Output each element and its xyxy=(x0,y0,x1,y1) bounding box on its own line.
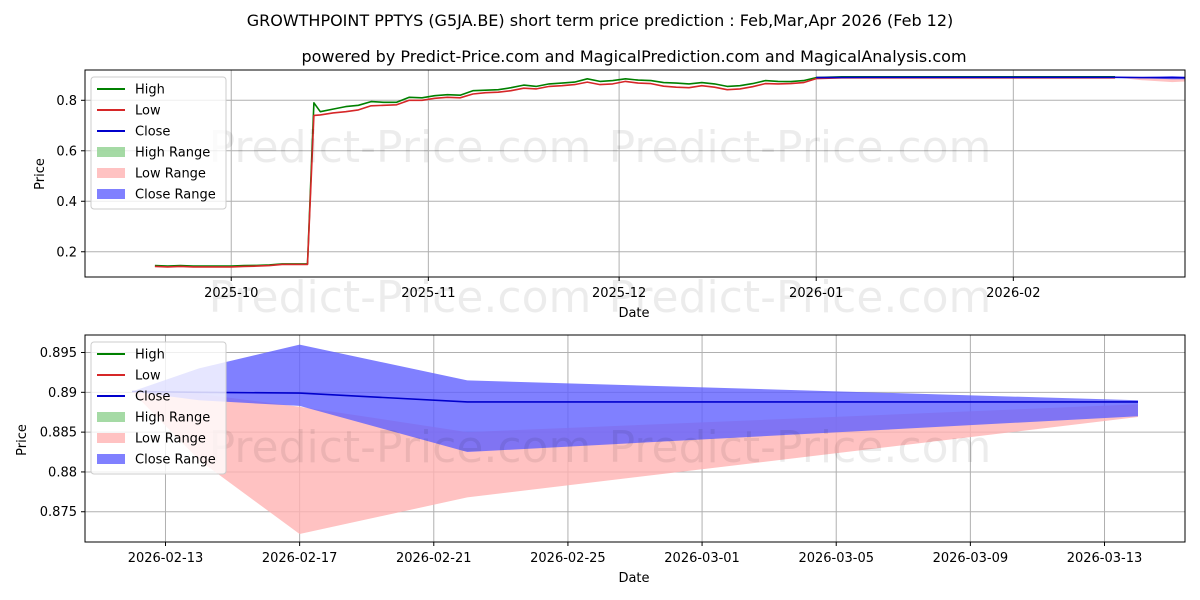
close-range-legend-label: Close Range xyxy=(135,188,216,203)
top-legend: High Low Close High Range Low Range Close Ran… xyxy=(90,76,227,210)
y-tick-label: 0.6 xyxy=(56,144,77,159)
close-range-legend-swatch xyxy=(97,454,125,464)
x-tick-label: 2026-03-13 xyxy=(1067,551,1143,566)
x-tick-label: 2025-12 xyxy=(592,286,646,301)
top-plot-frame xyxy=(84,69,1186,278)
chart-subtitle: powered by Predict-Price.com and Magical… xyxy=(301,47,966,66)
bottom-y-axis-label: Price xyxy=(15,424,30,456)
x-tick-label: 2026-02 xyxy=(986,286,1040,301)
bottom-chart: Predict-Price.com Predict-Price.com 2026… xyxy=(15,334,1186,586)
top-series-lines xyxy=(154,76,1185,268)
low-range-legend-swatch xyxy=(97,433,125,443)
watermark: Predict-Price.com xyxy=(609,122,992,173)
bottom-x-axis-label: Date xyxy=(618,571,649,586)
low-legend-label: Low xyxy=(135,369,161,384)
top-chart: Predict-Price.com Predict-Price.com Pred… xyxy=(33,69,1186,323)
x-tick-label: 2026-02-17 xyxy=(262,551,338,566)
y-tick-label: 0.4 xyxy=(56,195,77,210)
high-range-legend-label: High Range xyxy=(135,146,210,161)
close-range-legend-label: Close Range xyxy=(135,453,216,468)
x-tick-label: 2025-10 xyxy=(204,286,258,301)
y-tick-label: 0.2 xyxy=(56,245,77,260)
x-tick-label: 2026-03-09 xyxy=(933,551,1009,566)
high-range-legend-swatch xyxy=(97,147,125,157)
y-tick-label: 0.88 xyxy=(48,465,77,480)
low-legend-label: Low xyxy=(135,104,161,119)
close-range-band xyxy=(132,344,1138,452)
watermark: Predict-Price.com xyxy=(209,122,592,173)
y-tick-label: 0.885 xyxy=(40,426,77,441)
watermark: Predict-Price.com xyxy=(209,272,592,323)
watermark: Predict-Price.com xyxy=(609,422,992,473)
close-range-legend-swatch xyxy=(97,189,125,199)
top-y-axis-label: Price xyxy=(33,158,48,190)
top-y-ticks: 0.2 0.4 0.6 0.8 xyxy=(56,94,85,260)
low-range-legend-label: Low Range xyxy=(135,432,206,447)
watermark: Predict-Price.com xyxy=(609,272,992,323)
x-tick-label: 2026-03-05 xyxy=(798,551,874,566)
y-tick-label: 0.895 xyxy=(40,346,77,361)
low-range-legend-label: Low Range xyxy=(135,167,206,182)
y-tick-label: 0.875 xyxy=(40,505,77,520)
y-tick-label: 0.89 xyxy=(48,386,77,401)
high-range-legend-label: High Range xyxy=(135,411,210,426)
top-plot-area xyxy=(85,70,1185,277)
watermark: Predict-Price.com xyxy=(209,422,592,473)
x-tick-label: 2026-02-21 xyxy=(396,551,472,566)
low-range-legend-swatch xyxy=(97,168,125,178)
bottom-range-fills xyxy=(132,344,1138,534)
high-legend-label: High xyxy=(135,83,165,98)
x-tick-label: 2026-01 xyxy=(789,286,843,301)
x-tick-label: 2026-02-25 xyxy=(530,551,606,566)
x-tick-label: 2025-11 xyxy=(401,286,455,301)
top-x-axis-label: Date xyxy=(618,306,649,321)
high-legend-label: High xyxy=(135,348,165,363)
bottom-legend: High Low Close High Range Low Range Close Ran… xyxy=(90,341,227,475)
close-legend-label: Close xyxy=(135,390,170,405)
close-line xyxy=(816,76,1185,79)
low-line xyxy=(154,77,1116,268)
bottom-y-ticks: 0.875 0.88 0.885 0.89 0.895 xyxy=(40,346,85,520)
top-grid xyxy=(85,70,1185,277)
bottom-x-ticks: 2026-02-13 2026-02-17 2026-02-21 2026-02-25… xyxy=(128,542,1143,566)
x-tick-label: 2026-02-13 xyxy=(128,551,204,566)
bottom-plot-frame xyxy=(84,334,1186,543)
x-tick-label: 2026-03-01 xyxy=(664,551,740,566)
high-range-legend-swatch xyxy=(97,412,125,422)
top-x-ticks: 2025-10 2025-11 2025-12 2026-01 2026-02 xyxy=(204,277,1040,301)
close-legend-label: Close xyxy=(135,125,170,140)
y-tick-label: 0.8 xyxy=(56,94,77,109)
chart-title: GROWTHPOINT PPTYS (G5JA.BE) short term p… xyxy=(247,11,954,30)
